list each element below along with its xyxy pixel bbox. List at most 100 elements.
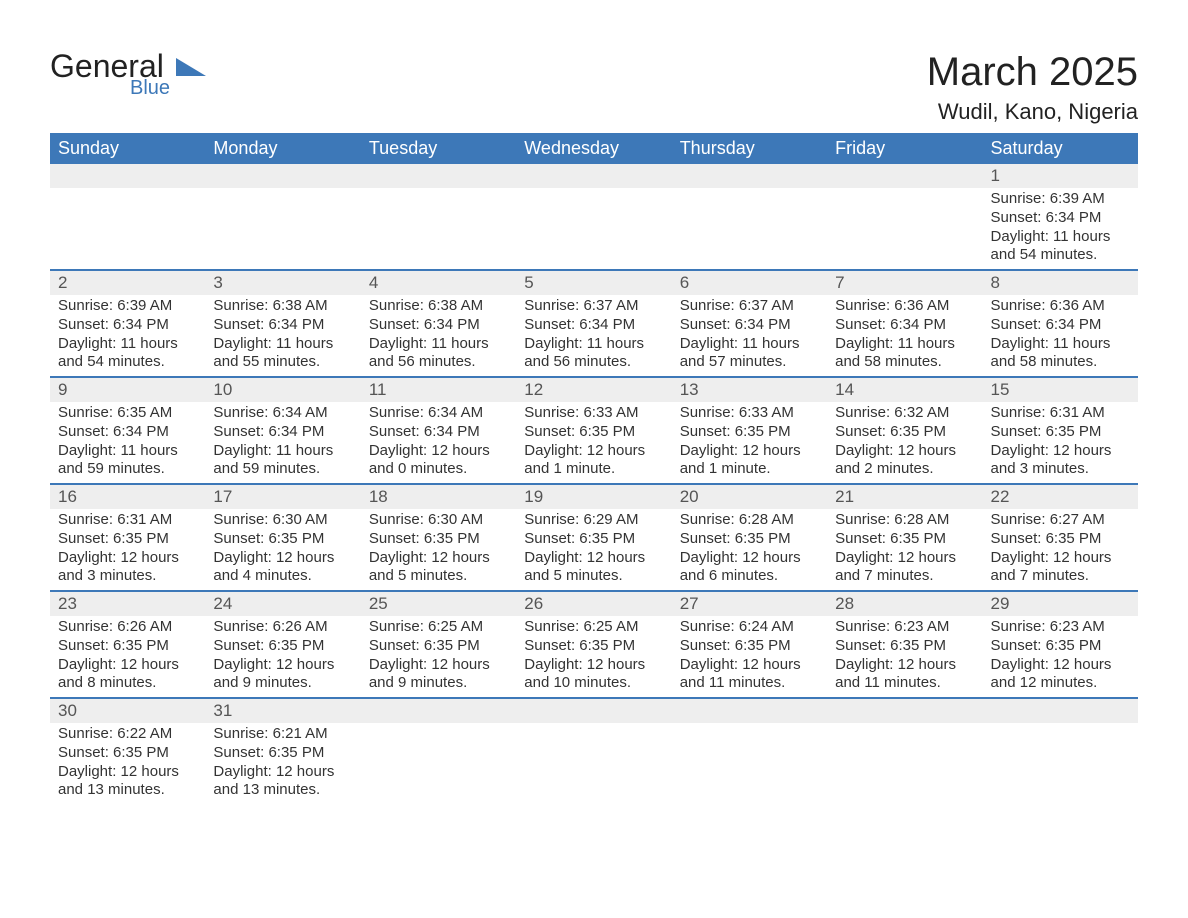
daylight-text: Daylight: 11 hours and 58 minutes. (991, 335, 1132, 373)
sunrise-text: Sunrise: 6:29 AM (524, 511, 665, 530)
calendar-week-row: 23Sunrise: 6:26 AMSunset: 6:35 PMDayligh… (50, 591, 1138, 698)
weekday-header: Wednesday (516, 133, 671, 164)
header: General Blue March 2025 Wudil, Kano, Nig… (50, 50, 1138, 125)
calendar-cell: 3Sunrise: 6:38 AMSunset: 6:34 PMDaylight… (205, 270, 360, 377)
day-body: Sunrise: 6:24 AMSunset: 6:35 PMDaylight:… (672, 616, 827, 697)
calendar-cell (50, 164, 205, 270)
day-body: Sunrise: 6:39 AMSunset: 6:34 PMDaylight:… (983, 188, 1138, 269)
daylight-text: Daylight: 12 hours and 13 minutes. (213, 763, 354, 801)
calendar-cell (205, 164, 360, 270)
sunset-text: Sunset: 6:34 PM (58, 316, 199, 335)
calendar-week-row: 2Sunrise: 6:39 AMSunset: 6:34 PMDaylight… (50, 270, 1138, 377)
sunrise-text: Sunrise: 6:37 AM (680, 297, 821, 316)
daylight-text: Daylight: 12 hours and 9 minutes. (213, 656, 354, 694)
daylight-text: Daylight: 11 hours and 57 minutes. (680, 335, 821, 373)
calendar-week-row: 9Sunrise: 6:35 AMSunset: 6:34 PMDaylight… (50, 377, 1138, 484)
logo: General Blue (50, 50, 206, 98)
day-body: Sunrise: 6:37 AMSunset: 6:34 PMDaylight:… (516, 295, 671, 376)
sunset-text: Sunset: 6:34 PM (680, 316, 821, 335)
calendar-cell (672, 164, 827, 270)
sunrise-text: Sunrise: 6:23 AM (835, 618, 976, 637)
daylight-text: Daylight: 12 hours and 13 minutes. (58, 763, 199, 801)
day-body: Sunrise: 6:38 AMSunset: 6:34 PMDaylight:… (361, 295, 516, 376)
sunrise-text: Sunrise: 6:35 AM (58, 404, 199, 423)
daylight-text: Daylight: 12 hours and 11 minutes. (835, 656, 976, 694)
sunset-text: Sunset: 6:35 PM (835, 637, 976, 656)
calendar-cell: 14Sunrise: 6:32 AMSunset: 6:35 PMDayligh… (827, 377, 982, 484)
calendar-week-row: 30Sunrise: 6:22 AMSunset: 6:35 PMDayligh… (50, 698, 1138, 804)
empty-day-bar (672, 164, 827, 188)
empty-day-bar (50, 164, 205, 188)
sunrise-text: Sunrise: 6:26 AM (58, 618, 199, 637)
sunrise-text: Sunrise: 6:28 AM (680, 511, 821, 530)
daylight-text: Daylight: 12 hours and 1 minute. (680, 442, 821, 480)
logo-text-blue: Blue (130, 78, 170, 98)
empty-day-bar (827, 164, 982, 188)
calendar-cell: 28Sunrise: 6:23 AMSunset: 6:35 PMDayligh… (827, 591, 982, 698)
day-body: Sunrise: 6:36 AMSunset: 6:34 PMDaylight:… (983, 295, 1138, 376)
calendar-cell: 15Sunrise: 6:31 AMSunset: 6:35 PMDayligh… (983, 377, 1138, 484)
daylight-text: Daylight: 12 hours and 11 minutes. (680, 656, 821, 694)
month-title: March 2025 (927, 50, 1138, 95)
day-number: 26 (516, 592, 671, 616)
sunset-text: Sunset: 6:34 PM (58, 423, 199, 442)
daylight-text: Daylight: 12 hours and 0 minutes. (369, 442, 510, 480)
day-number: 6 (672, 271, 827, 295)
weekday-header: Monday (205, 133, 360, 164)
sunset-text: Sunset: 6:35 PM (369, 530, 510, 549)
day-body: Sunrise: 6:33 AMSunset: 6:35 PMDaylight:… (672, 402, 827, 483)
day-number: 16 (50, 485, 205, 509)
day-number: 12 (516, 378, 671, 402)
sunrise-text: Sunrise: 6:25 AM (524, 618, 665, 637)
empty-day-bar (827, 699, 982, 723)
daylight-text: Daylight: 12 hours and 2 minutes. (835, 442, 976, 480)
calendar-cell: 6 Sunrise: 6:37 AMSunset: 6:34 PMDaylight… (672, 270, 827, 377)
day-body: Sunrise: 6:22 AMSunset: 6:35 PMDaylight:… (50, 723, 205, 804)
calendar-cell: 21Sunrise: 6:28 AMSunset: 6:35 PMDayligh… (827, 484, 982, 591)
sunset-text: Sunset: 6:35 PM (524, 423, 665, 442)
daylight-text: Daylight: 11 hours and 54 minutes. (58, 335, 199, 373)
sunrise-text: Sunrise: 6:36 AM (991, 297, 1132, 316)
calendar-cell: 11Sunrise: 6:34 AMSunset: 6:34 PMDayligh… (361, 377, 516, 484)
sunrise-text: Sunrise: 6:27 AM (991, 511, 1132, 530)
sunset-text: Sunset: 6:34 PM (369, 423, 510, 442)
sunrise-text: Sunrise: 6:30 AM (213, 511, 354, 530)
day-number: 15 (983, 378, 1138, 402)
calendar-cell: 2Sunrise: 6:39 AMSunset: 6:34 PMDaylight… (50, 270, 205, 377)
empty-day-bar (361, 164, 516, 188)
day-number: 20 (672, 485, 827, 509)
sunset-text: Sunset: 6:35 PM (58, 637, 199, 656)
sunset-text: Sunset: 6:34 PM (524, 316, 665, 335)
sunrise-text: Sunrise: 6:39 AM (58, 297, 199, 316)
weekday-header: Tuesday (361, 133, 516, 164)
sunrise-text: Sunrise: 6:36 AM (835, 297, 976, 316)
day-number: 1 (983, 164, 1138, 188)
day-body: Sunrise: 6:34 AMSunset: 6:34 PMDaylight:… (205, 402, 360, 483)
daylight-text: Daylight: 12 hours and 10 minutes. (524, 656, 665, 694)
daylight-text: Daylight: 12 hours and 12 minutes. (991, 656, 1132, 694)
calendar-cell (361, 164, 516, 270)
calendar-cell: 29Sunrise: 6:23 AMSunset: 6:35 PMDayligh… (983, 591, 1138, 698)
sunrise-text: Sunrise: 6:38 AM (213, 297, 354, 316)
empty-day-bar (983, 699, 1138, 723)
daylight-text: Daylight: 12 hours and 4 minutes. (213, 549, 354, 587)
weekday-header: Thursday (672, 133, 827, 164)
weekday-header: Friday (827, 133, 982, 164)
calendar-cell: 19Sunrise: 6:29 AMSunset: 6:35 PMDayligh… (516, 484, 671, 591)
location-text: Wudil, Kano, Nigeria (927, 99, 1138, 125)
day-body: Sunrise: 6:30 AMSunset: 6:35 PMDaylight:… (361, 509, 516, 590)
sunset-text: Sunset: 6:35 PM (680, 637, 821, 656)
sunrise-text: Sunrise: 6:24 AM (680, 618, 821, 637)
sunset-text: Sunset: 6:35 PM (369, 637, 510, 656)
calendar-cell: 23Sunrise: 6:26 AMSunset: 6:35 PMDayligh… (50, 591, 205, 698)
sunset-text: Sunset: 6:35 PM (524, 530, 665, 549)
empty-day-bar (672, 699, 827, 723)
calendar-cell: 26Sunrise: 6:25 AMSunset: 6:35 PMDayligh… (516, 591, 671, 698)
sunrise-text: Sunrise: 6:21 AM (213, 725, 354, 744)
day-body: Sunrise: 6:21 AMSunset: 6:35 PMDaylight:… (205, 723, 360, 804)
day-body: Sunrise: 6:26 AMSunset: 6:35 PMDaylight:… (50, 616, 205, 697)
sunrise-text: Sunrise: 6:30 AM (369, 511, 510, 530)
day-number: 4 (361, 271, 516, 295)
calendar-cell: 4Sunrise: 6:38 AMSunset: 6:34 PMDaylight… (361, 270, 516, 377)
daylight-text: Daylight: 11 hours and 58 minutes. (835, 335, 976, 373)
